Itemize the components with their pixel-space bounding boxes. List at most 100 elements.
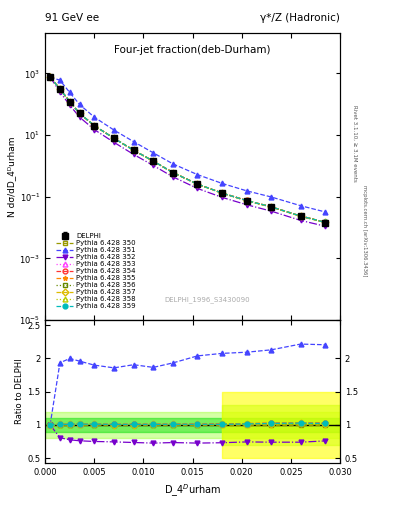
Pythia 6.428 356 (323, 219, 328, 225)
Pythia 6.428 354 (269, 204, 274, 210)
Pythia 6.428 359 (131, 147, 136, 153)
Pythia 6.428 350 (48, 74, 53, 80)
Pythia 6.428 355 (195, 181, 200, 187)
Pythia 6.428 353 (323, 219, 328, 225)
Pythia 6.428 356 (131, 147, 136, 153)
Pythia 6.428 357 (269, 204, 274, 210)
Line: Pythia 6.428 351: Pythia 6.428 351 (48, 75, 328, 215)
Pythia 6.428 352 (131, 152, 136, 158)
Pythia 6.428 356 (195, 181, 200, 187)
Pythia 6.428 359 (68, 99, 72, 105)
Pythia 6.428 353 (269, 204, 274, 210)
Pythia 6.428 355 (151, 158, 156, 164)
Legend: DELPHI, Pythia 6.428 350, Pythia 6.428 351, Pythia 6.428 352, Pythia 6.428 353, : DELPHI, Pythia 6.428 350, Pythia 6.428 3… (55, 231, 137, 311)
Pythia 6.428 353 (58, 86, 62, 92)
Pythia 6.428 355 (298, 213, 303, 219)
Pythia 6.428 350 (77, 111, 82, 117)
Pythia 6.428 353 (151, 158, 156, 164)
Line: Pythia 6.428 355: Pythia 6.428 355 (48, 75, 328, 225)
Pythia 6.428 356 (269, 204, 274, 210)
Pythia 6.428 352 (77, 114, 82, 120)
Line: Pythia 6.428 356: Pythia 6.428 356 (48, 75, 328, 225)
Pythia 6.428 352 (298, 217, 303, 223)
Pythia 6.428 350 (112, 135, 116, 141)
Pythia 6.428 359 (269, 204, 274, 210)
X-axis label: D_4$^D$urham: D_4$^D$urham (164, 483, 221, 499)
Pythia 6.428 351 (151, 150, 156, 156)
Pythia 6.428 351 (48, 74, 53, 80)
Pythia 6.428 355 (112, 135, 116, 141)
Pythia 6.428 352 (269, 208, 274, 214)
Pythia 6.428 350 (58, 86, 62, 92)
Pythia 6.428 353 (220, 190, 224, 196)
Pythia 6.428 357 (77, 110, 82, 116)
Pythia 6.428 350 (220, 190, 224, 196)
Pythia 6.428 351 (112, 127, 116, 133)
Line: Pythia 6.428 350: Pythia 6.428 350 (48, 75, 328, 225)
Pythia 6.428 358 (131, 147, 136, 153)
Y-axis label: Ratio to DELPHI: Ratio to DELPHI (15, 359, 24, 424)
Pythia 6.428 352 (171, 174, 175, 180)
Pythia 6.428 354 (195, 181, 200, 187)
Pythia 6.428 357 (244, 198, 249, 204)
Pythia 6.428 350 (244, 198, 249, 204)
Pythia 6.428 353 (68, 99, 72, 105)
Pythia 6.428 356 (298, 213, 303, 219)
Pythia 6.428 354 (131, 147, 136, 153)
Pythia 6.428 358 (48, 74, 53, 80)
Pythia 6.428 352 (68, 102, 72, 108)
Pythia 6.428 355 (244, 198, 249, 204)
Pythia 6.428 352 (92, 126, 97, 133)
Pythia 6.428 356 (244, 198, 249, 204)
Pythia 6.428 353 (77, 110, 82, 116)
Pythia 6.428 356 (58, 86, 62, 92)
Pythia 6.428 356 (151, 158, 156, 164)
Pythia 6.428 351 (68, 90, 72, 96)
Pythia 6.428 354 (112, 135, 116, 141)
Pythia 6.428 359 (48, 74, 53, 80)
Pythia 6.428 359 (58, 86, 62, 92)
Text: mcplots.cern.ch [arXiv:1306.3436]: mcplots.cern.ch [arXiv:1306.3436] (362, 185, 367, 276)
Pythia 6.428 355 (323, 219, 328, 225)
Pythia 6.428 359 (171, 169, 175, 176)
Pythia 6.428 356 (171, 169, 175, 176)
Pythia 6.428 352 (48, 74, 53, 80)
Pythia 6.428 357 (131, 147, 136, 153)
Pythia 6.428 356 (92, 122, 97, 129)
Line: Pythia 6.428 357: Pythia 6.428 357 (48, 75, 328, 225)
Pythia 6.428 358 (298, 213, 303, 219)
Pythia 6.428 359 (112, 135, 116, 141)
Pythia 6.428 352 (195, 185, 200, 191)
Pythia 6.428 352 (151, 162, 156, 168)
Pythia 6.428 350 (269, 204, 274, 210)
Pythia 6.428 357 (151, 158, 156, 164)
Pythia 6.428 354 (171, 169, 175, 176)
Pythia 6.428 350 (151, 158, 156, 164)
Pythia 6.428 358 (92, 122, 97, 129)
Pythia 6.428 356 (48, 74, 53, 80)
Pythia 6.428 350 (298, 214, 303, 220)
Pythia 6.428 351 (220, 180, 224, 186)
Line: Pythia 6.428 354: Pythia 6.428 354 (48, 75, 328, 225)
Pythia 6.428 352 (323, 223, 328, 229)
Pythia 6.428 356 (112, 135, 116, 141)
Pythia 6.428 355 (92, 122, 97, 129)
Pythia 6.428 358 (244, 198, 249, 204)
Pythia 6.428 352 (244, 202, 249, 208)
Pythia 6.428 351 (298, 203, 303, 209)
Pythia 6.428 355 (269, 204, 274, 210)
Pythia 6.428 355 (68, 99, 72, 105)
Text: Four-jet fraction(deb-Durham): Four-jet fraction(deb-Durham) (114, 45, 271, 55)
Pythia 6.428 355 (220, 190, 224, 196)
Pythia 6.428 353 (244, 198, 249, 204)
Line: Pythia 6.428 352: Pythia 6.428 352 (48, 75, 328, 229)
Text: Rivet 3.1.10, ≥ 3.1M events: Rivet 3.1.10, ≥ 3.1M events (352, 105, 357, 182)
Pythia 6.428 358 (151, 158, 156, 164)
Pythia 6.428 354 (151, 158, 156, 164)
Y-axis label: N dσ/dD_4ᴰurham: N dσ/dD_4ᴰurham (7, 136, 17, 217)
Pythia 6.428 359 (195, 181, 200, 187)
Pythia 6.428 357 (195, 181, 200, 187)
Pythia 6.428 357 (48, 74, 53, 80)
Pythia 6.428 354 (298, 213, 303, 219)
Pythia 6.428 357 (112, 135, 116, 141)
